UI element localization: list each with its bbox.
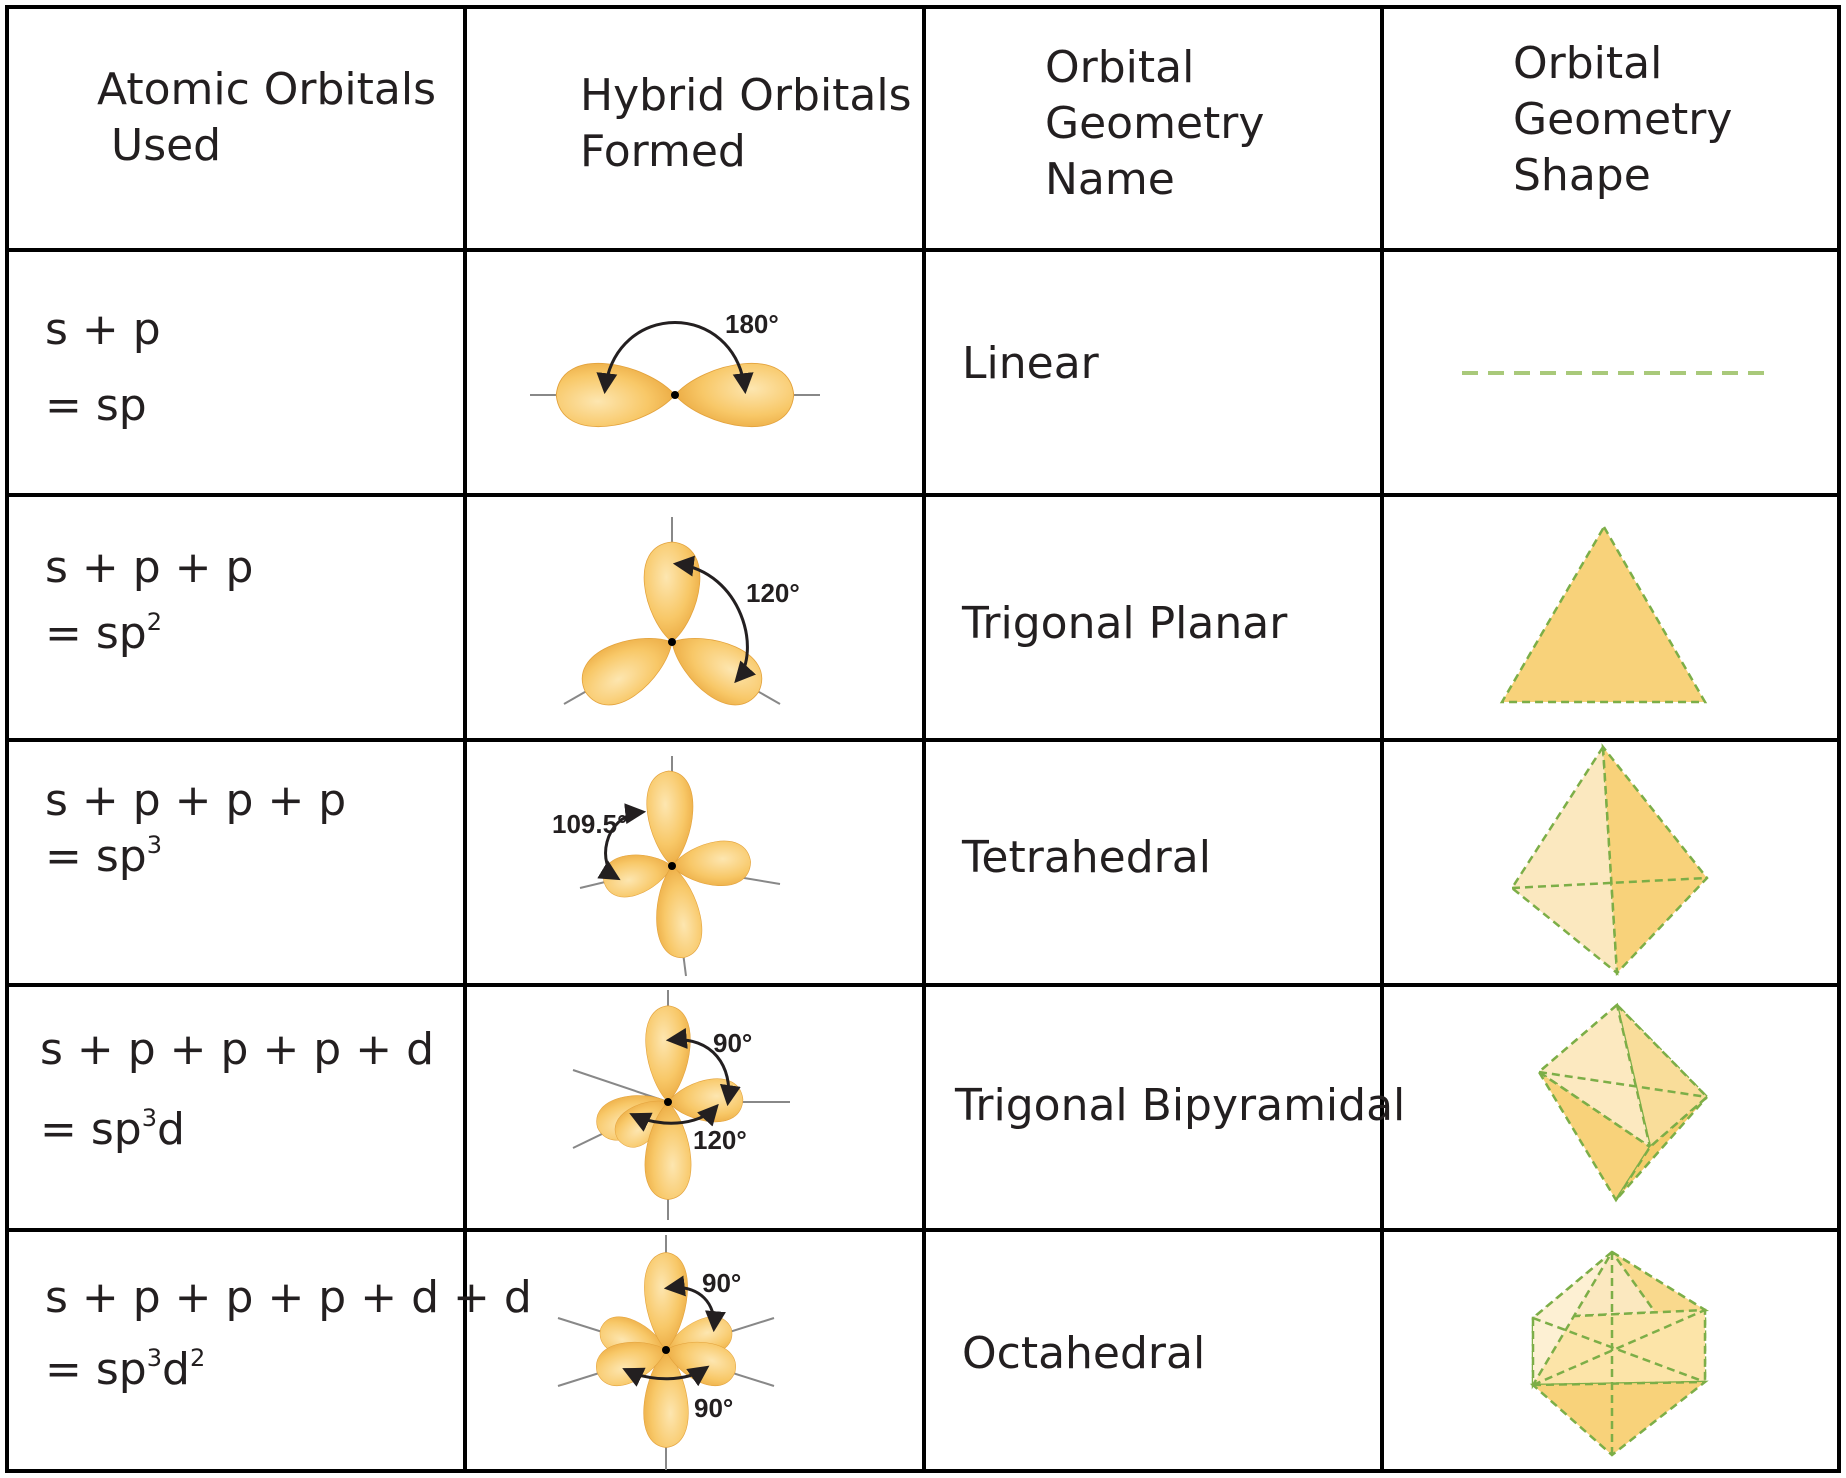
superscript: 2 xyxy=(189,1344,206,1372)
bipyramid-icon xyxy=(1536,1000,1711,1203)
header-line: Orbital xyxy=(1513,38,1663,89)
superscript: 3 xyxy=(146,1344,162,1372)
header-line: Used xyxy=(97,120,222,171)
tetrahedron-icon xyxy=(1510,743,1709,976)
header-geometry-name: Orbital Geometry Name xyxy=(1045,40,1264,208)
geometry-name: Trigonal Bipyramidal xyxy=(955,1080,1406,1131)
orbital-diagram-sp3d: 90° 120° xyxy=(572,990,790,1220)
table-borders xyxy=(5,5,1841,1473)
header-geometry-shape: Orbital Geometry Shape xyxy=(1513,36,1732,204)
hybrid-prefix: = sp xyxy=(40,1104,142,1155)
orbital-diagram-sp3d2: 90° 90° xyxy=(557,1235,775,1470)
superscript: 3 xyxy=(141,1104,157,1132)
atomic-orbitals-sum: s + p + p xyxy=(45,542,254,593)
atomic-orbitals-cell: s + p + p + p + d = sp3d xyxy=(40,1022,434,1158)
angle-label: 90° xyxy=(694,1393,733,1423)
hybrid-suffix: d xyxy=(157,1104,185,1155)
octahedron-icon xyxy=(1529,1250,1710,1457)
header-line: Hybrid Orbitals xyxy=(580,70,912,121)
header-line: Shape xyxy=(1513,150,1651,201)
hybrid-notation: = sp2 xyxy=(45,606,253,662)
header-line: Atomic Orbitals xyxy=(97,64,437,115)
angle-label: 180° xyxy=(725,309,779,339)
angle-label: 90° xyxy=(713,1028,752,1058)
hybrid-suffix: d xyxy=(162,1344,190,1395)
geometry-name: Tetrahedral xyxy=(962,832,1211,883)
superscript: 2 xyxy=(146,608,162,636)
hybrid-prefix: = sp xyxy=(45,831,147,882)
header-line: Formed xyxy=(580,126,746,177)
atomic-orbitals-cell: s + p + p + p + d + d = sp3d2 xyxy=(45,1270,532,1398)
atomic-orbitals-sum: s + p + p + p + d + d xyxy=(45,1272,532,1323)
atomic-orbitals-cell: s + p + p + p = sp3 xyxy=(45,773,346,885)
hybrid-prefix: = sp xyxy=(45,608,147,659)
geometry-name: Octahedral xyxy=(962,1328,1206,1379)
atomic-orbitals-sum: s + p + p + p xyxy=(45,775,347,826)
orbital-diagram-sp3: 109.5° xyxy=(552,756,781,977)
orbital-diagram-sp2: 120° xyxy=(563,517,800,717)
geometry-name: Trigonal Planar xyxy=(962,598,1288,649)
header-line: Geometry xyxy=(1513,94,1733,145)
atomic-orbitals-cell: s + p + p = sp2 xyxy=(45,540,253,662)
hybrid-notation: = sp xyxy=(45,378,161,434)
geometry-name: Linear xyxy=(962,338,1099,389)
orbital-diagram-sp: 180° xyxy=(530,309,820,428)
header-hybrid-orbitals: Hybrid Orbitals Formed xyxy=(580,68,912,180)
hybrid-prefix: = sp xyxy=(45,380,147,431)
atomic-orbitals-sum: s + p xyxy=(45,304,161,355)
angle-label: 90° xyxy=(702,1268,741,1298)
header-atomic-orbitals: Atomic Orbitals Used xyxy=(97,62,436,174)
atomic-orbitals-sum: s + p + p + p + d xyxy=(40,1024,435,1075)
angle-label: 109.5° xyxy=(552,809,627,839)
hybrid-notation: = sp3d2 xyxy=(45,1342,532,1398)
hybrid-notation: = sp3 xyxy=(45,829,346,885)
header-line: Orbital xyxy=(1045,42,1195,93)
hybrid-prefix: = sp xyxy=(45,1344,147,1395)
triangle-icon xyxy=(1499,524,1708,704)
angle-label: 120° xyxy=(693,1125,747,1155)
angle-label: 120° xyxy=(746,578,800,608)
hybrid-notation: = sp3d xyxy=(40,1102,434,1158)
header-line: Geometry xyxy=(1045,98,1265,149)
superscript: 3 xyxy=(146,831,162,859)
header-line: Name xyxy=(1045,154,1175,205)
atomic-orbitals-cell: s + p = sp xyxy=(45,302,161,434)
